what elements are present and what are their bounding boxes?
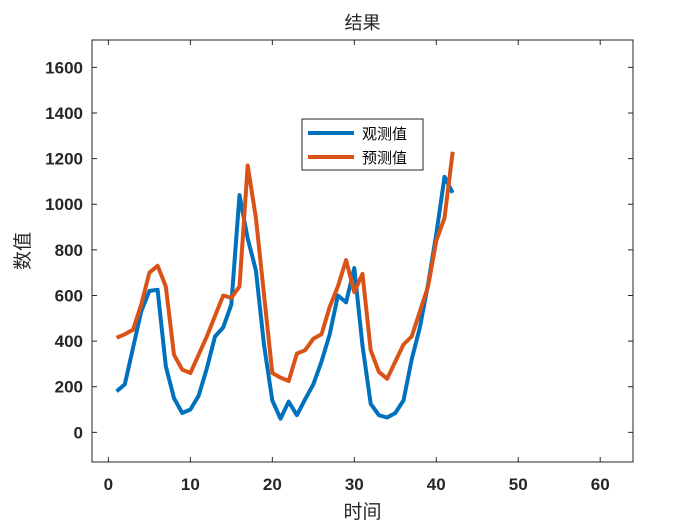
y-tick-label: 1600 xyxy=(45,58,83,77)
axes: 0 10 20 30 40 50 60020040060080010001200140016… xyxy=(45,39,634,494)
x-tick-label: 50 xyxy=(509,475,528,494)
x-tick-label: 10 xyxy=(181,475,200,494)
y-tick-label: 1000 xyxy=(45,195,83,214)
x-tick-label: 30 xyxy=(345,475,364,494)
y-tick-label: 1200 xyxy=(45,150,83,169)
y-tick-label: 600 xyxy=(55,286,83,305)
y-tick-label: 400 xyxy=(55,332,83,351)
series-layer xyxy=(115,151,455,421)
legend-box xyxy=(301,118,424,171)
x-tick-label: 20 xyxy=(263,475,282,494)
x-tick-label: 0 xyxy=(104,475,113,494)
series-line-2 xyxy=(115,151,455,383)
x-tick-label: 40 xyxy=(427,475,446,494)
legend-label: 预测值 xyxy=(362,149,407,167)
y-tick-label: 0 xyxy=(74,423,83,442)
y-axis-label: 数值 xyxy=(12,232,34,270)
chart-title: 结果 xyxy=(345,13,381,34)
legend-label: 观测值 xyxy=(362,125,407,143)
y-tick-label: 800 xyxy=(55,241,83,260)
y-tick-label: 1400 xyxy=(45,104,83,123)
x-tick-label: 60 xyxy=(591,475,610,494)
series-line-1 xyxy=(115,174,455,421)
x-axis-label: 时间 xyxy=(343,501,381,523)
plot-frame xyxy=(91,39,634,463)
y-tick-label: 200 xyxy=(55,378,83,397)
